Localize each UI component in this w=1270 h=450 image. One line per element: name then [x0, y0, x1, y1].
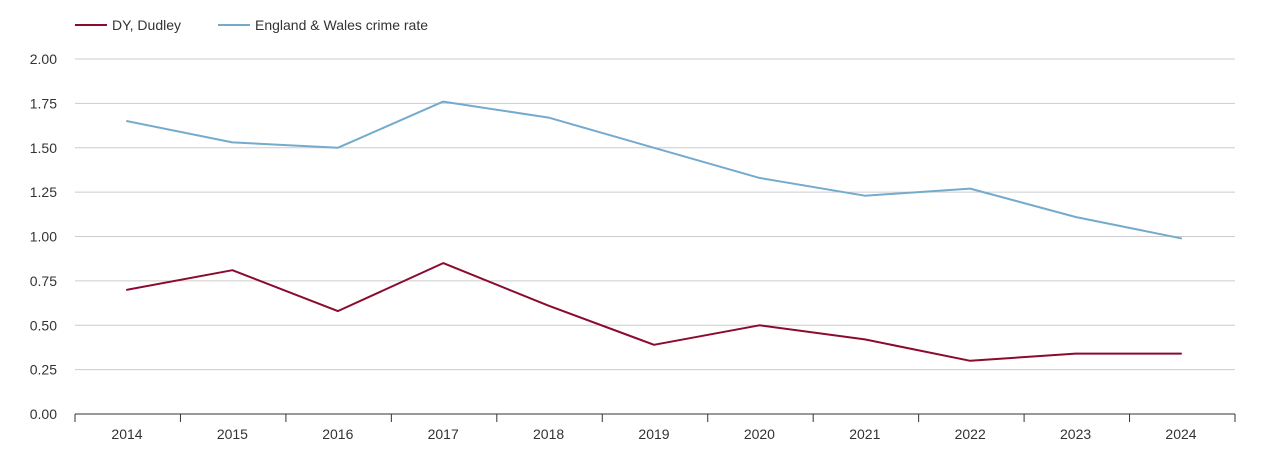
x-tick-label: 2020 — [744, 426, 775, 442]
legend-label: England & Wales crime rate — [255, 17, 428, 33]
x-tick-label: 2022 — [955, 426, 986, 442]
y-tick-label: 0.50 — [30, 317, 57, 333]
x-tick-label: 2019 — [638, 426, 669, 442]
series-line-dy-dudley — [126, 262, 1182, 362]
y-tick-label: 2.00 — [30, 51, 57, 67]
y-axis-ticks: 0.00 0.25 0.50 0.75 1.00 1.25 1.50 1.75 2.00 — [30, 51, 57, 422]
legend: DY, Dudley England & Wales crime rate — [75, 17, 428, 33]
y-tick-label: 1.25 — [30, 184, 57, 200]
y-tick-label: 1.50 — [30, 140, 57, 156]
x-tick-label: 2021 — [849, 426, 880, 442]
x-tick-label: 2023 — [1060, 426, 1091, 442]
y-tick-label: 0.75 — [30, 273, 57, 289]
gridlines — [75, 58, 1235, 371]
x-tick-label: 2017 — [428, 426, 459, 442]
legend-label: DY, Dudley — [112, 17, 181, 33]
y-tick-label: 1.75 — [30, 95, 57, 111]
y-tick-label: 0.25 — [30, 362, 57, 378]
series-lines — [126, 100, 1182, 362]
x-axis: 2014 2015 2016 2017 2018 2019 2020 2021 2022 2023… — [74, 413, 1236, 442]
x-tick-label: 2024 — [1165, 426, 1196, 442]
x-tick-label: 2018 — [533, 426, 564, 442]
series-line-england-wales-crime-rate — [126, 100, 1182, 240]
y-tick-label: 0.00 — [30, 406, 57, 422]
y-tick-label: 1.00 — [30, 229, 57, 245]
x-tick-label: 2016 — [322, 426, 353, 442]
x-tick-label: 2015 — [217, 426, 248, 442]
x-tick-label: 2014 — [111, 426, 142, 442]
